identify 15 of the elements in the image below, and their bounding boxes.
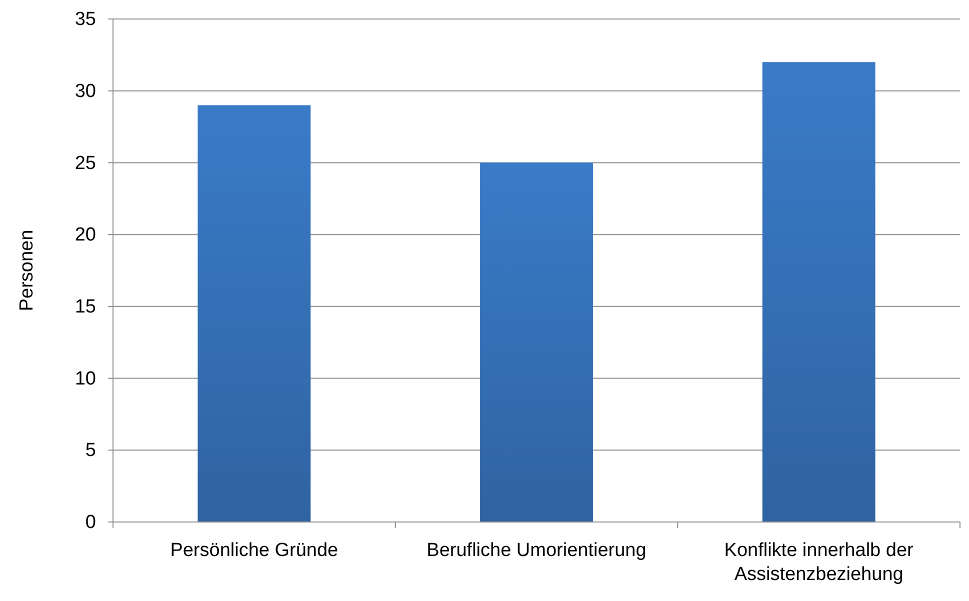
y-axis-title: Personen [16,230,38,312]
y-tick-label: 25 [74,152,96,174]
x-tick-label: Persönliche Gründe [170,540,338,561]
bar [480,162,593,522]
x-tick-label: Berufliche Umorientierung [426,540,646,561]
y-tick-label: 15 [74,296,96,318]
y-tick-label: 20 [74,224,96,246]
y-tick-label: 5 [85,440,96,462]
y-tick-label: 35 [74,9,96,30]
y-tick-label: 0 [85,512,96,534]
y-tick-label: 30 [74,80,96,102]
bar [762,62,876,522]
bar [198,105,311,522]
x-tick-label: Konflikte innerhalb der Assistenzbeziehung [724,540,914,585]
y-tick-label: 10 [74,368,96,390]
